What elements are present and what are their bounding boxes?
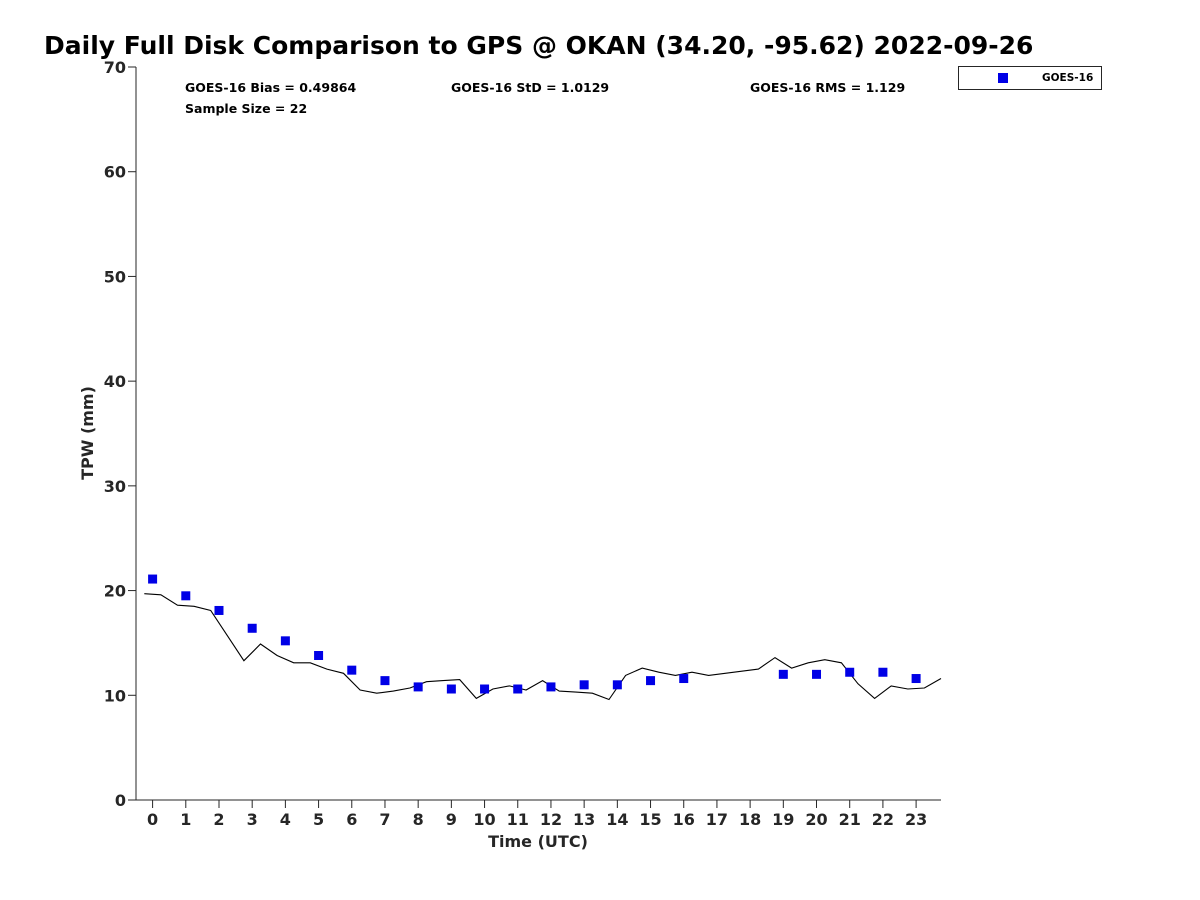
x-tick-label: 0 bbox=[147, 810, 158, 829]
x-tick-label: 12 bbox=[540, 810, 562, 829]
x-tick-label: 19 bbox=[772, 810, 794, 829]
x-tick-label: 14 bbox=[606, 810, 628, 829]
bias-stat: GOES-16 Bias = 0.49864 bbox=[185, 80, 356, 95]
x-tick-label: 23 bbox=[905, 810, 927, 829]
y-axis-label: TPW (mm) bbox=[78, 386, 97, 480]
stats-block: GOES-16 Bias = 0.49864 GOES-16 StD = 1.0… bbox=[185, 80, 905, 116]
y-tick-label: 50 bbox=[104, 267, 126, 286]
data-point bbox=[679, 674, 689, 684]
x-tick-label: 6 bbox=[346, 810, 357, 829]
x-tick-label: 22 bbox=[872, 810, 894, 829]
x-ticks: 0 1 2 3 4 5 6 7 8 9 10 11 12 13 14 15 16 17 18 19 20 21 22 23 bbox=[147, 800, 927, 829]
data-point bbox=[646, 676, 656, 686]
legend-label-goes16: GOES-16 bbox=[1042, 72, 1093, 84]
x-tick-label: 18 bbox=[739, 810, 761, 829]
data-point bbox=[314, 650, 324, 660]
data-point bbox=[612, 680, 622, 690]
x-tick-label: 10 bbox=[473, 810, 495, 829]
x-axis-label: Time (UTC) bbox=[488, 832, 588, 851]
rms-stat: GOES-16 RMS = 1.129 bbox=[750, 80, 905, 95]
chart-title: Daily Full Disk Comparison to GPS @ OKAN… bbox=[44, 31, 1033, 60]
data-point bbox=[148, 574, 158, 584]
data-point bbox=[911, 674, 921, 684]
y-tick-label: 0 bbox=[115, 791, 126, 810]
x-tick-label: 2 bbox=[213, 810, 224, 829]
std-stat: GOES-16 StD = 1.0129 bbox=[451, 80, 609, 95]
x-tick-label: 20 bbox=[805, 810, 827, 829]
data-point bbox=[845, 667, 855, 677]
data-point bbox=[280, 636, 290, 646]
data-point bbox=[546, 682, 556, 692]
data-point bbox=[579, 680, 589, 690]
y-ticks: 0 10 20 30 40 50 60 70 bbox=[104, 58, 136, 810]
x-tick-label: 17 bbox=[706, 810, 728, 829]
legend: GOES-16 bbox=[958, 66, 1102, 90]
x-tick-label: 3 bbox=[247, 810, 258, 829]
x-tick-label: 1 bbox=[180, 810, 191, 829]
x-tick-label: 4 bbox=[280, 810, 291, 829]
legend-marker-goes16 bbox=[998, 73, 1008, 83]
y-tick-label: 30 bbox=[104, 477, 126, 496]
data-point bbox=[214, 605, 224, 615]
data-point bbox=[380, 676, 390, 686]
x-tick-label: 16 bbox=[673, 810, 695, 829]
data-point bbox=[347, 665, 357, 675]
x-tick-label: 8 bbox=[413, 810, 424, 829]
legend-box bbox=[958, 66, 1102, 90]
y-tick-label: 10 bbox=[104, 686, 126, 705]
data-point bbox=[513, 684, 523, 694]
x-tick-label: 11 bbox=[507, 810, 529, 829]
data-point bbox=[812, 669, 822, 679]
series-layer bbox=[144, 574, 942, 701]
x-tick-label: 13 bbox=[573, 810, 595, 829]
data-point bbox=[247, 623, 257, 633]
y-tick-label: 20 bbox=[104, 582, 126, 601]
y-tick-label: 40 bbox=[104, 372, 126, 391]
data-point bbox=[413, 682, 423, 692]
x-tick-label: 5 bbox=[313, 810, 324, 829]
data-point bbox=[446, 684, 456, 694]
x-tick-label: 21 bbox=[839, 810, 861, 829]
y-tick-label: 70 bbox=[104, 58, 126, 77]
data-point bbox=[181, 591, 191, 601]
gps-line bbox=[144, 593, 942, 701]
sample-size-stat: Sample Size = 22 bbox=[185, 101, 307, 116]
data-point bbox=[480, 684, 490, 694]
data-point bbox=[878, 667, 888, 677]
x-tick-label: 7 bbox=[379, 810, 390, 829]
data-point bbox=[778, 669, 788, 679]
y-tick-label: 60 bbox=[104, 163, 126, 182]
x-tick-label: 9 bbox=[446, 810, 457, 829]
x-tick-label: 15 bbox=[639, 810, 661, 829]
